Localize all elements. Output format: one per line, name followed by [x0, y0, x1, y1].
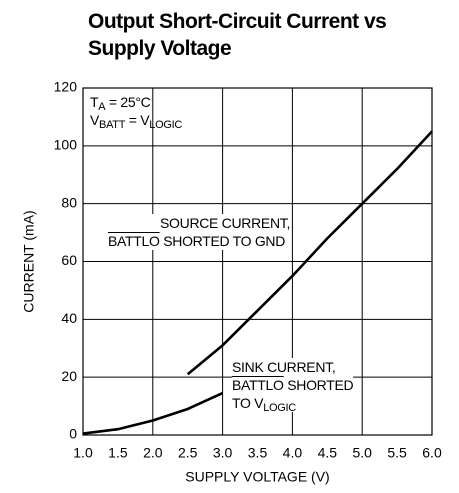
- x-tick-label: 6.0: [422, 445, 442, 461]
- y-tick-label: 120: [54, 79, 78, 95]
- x-tick-label: 3.5: [248, 445, 268, 461]
- x-tick-label: 2.5: [178, 445, 198, 461]
- x-tick-label: 4.5: [318, 445, 338, 461]
- x-axis-label: SUPPLY VOLTAGE (V): [185, 469, 329, 485]
- y-tick-label: 20: [61, 368, 77, 384]
- plot-frame: [82, 87, 433, 436]
- condition-line: VBATT = VLOGIC: [90, 111, 182, 131]
- chart-title: Output Short-Circuit Current vs Supply V…: [88, 8, 387, 62]
- x-tick-label: 5.5: [387, 445, 407, 461]
- label-text: BATTLO: [232, 377, 284, 393]
- series-line: [186, 130, 433, 376]
- label-text: TO V: [232, 395, 264, 411]
- y-tick-label: 40: [61, 310, 77, 326]
- x-tick-label: 2.0: [143, 445, 163, 461]
- note-sub: A: [98, 101, 106, 113]
- y-tick-label: 60: [61, 252, 77, 268]
- y-tick-label: 0: [69, 426, 77, 442]
- y-axis-label: CURRENT (mA): [21, 210, 37, 312]
- note-sub: BATT: [99, 119, 126, 131]
- y-tick-label: 80: [61, 194, 77, 210]
- label-line: BATTLO SHORTED TO GND: [108, 232, 290, 250]
- label-line: SOURCE CURRENT,: [160, 215, 291, 231]
- note-sub: LOGIC: [149, 119, 182, 131]
- x-tick-label: 3.0: [213, 445, 233, 461]
- series-line: [82, 391, 224, 435]
- note-text: T: [90, 94, 99, 110]
- condition-note: TA = 25°C VBATT = VLOGIC: [90, 93, 182, 131]
- label-text: SHORTED TO GND: [159, 233, 286, 249]
- title-line: Supply Voltage: [88, 37, 232, 60]
- sink-label: SINK CURRENT, BATTLO SHORTED TO VLOGIC: [232, 358, 354, 414]
- x-tick-label: 5.0: [352, 445, 372, 461]
- x-tick-label: 1.0: [73, 445, 93, 461]
- label-text: BATTLO: [108, 233, 160, 249]
- x-tick-label: 1.5: [108, 445, 128, 461]
- label-line: SINK CURRENT,: [232, 359, 336, 375]
- condition-line: TA = 25°C: [90, 93, 182, 113]
- label-text: SHORTED: [283, 377, 354, 393]
- note-text: = 25°C: [105, 94, 151, 110]
- x-tick-label: 4.0: [283, 445, 303, 461]
- title-line: Output Short-Circuit Current vs: [88, 10, 387, 33]
- label-line: BATTLO SHORTED: [232, 376, 354, 394]
- note-text: = V: [125, 112, 150, 128]
- label-sub: LOGIC: [263, 402, 296, 414]
- note-text: V: [90, 112, 100, 128]
- y-tick-label: 100: [54, 137, 78, 153]
- source-label: SOURCE CURRENT, BATTLO SHORTED TO GND: [108, 214, 290, 250]
- label-line: TO VLOGIC: [232, 394, 353, 414]
